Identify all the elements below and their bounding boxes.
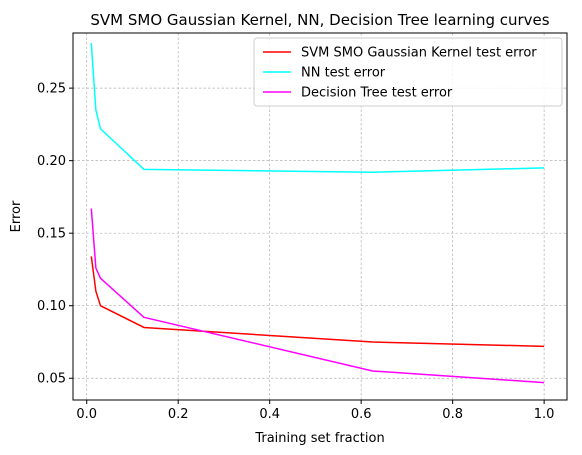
legend-label: Decision Tree test error bbox=[301, 86, 453, 101]
y-axis-label: Error bbox=[9, 200, 24, 232]
chart-title: SVM SMO Gaussian Kernel, NN, Decision Tr… bbox=[90, 11, 549, 29]
x-tick-label: 1.0 bbox=[534, 407, 555, 422]
legend: SVM SMO Gaussian Kernel test error NN tes… bbox=[253, 37, 563, 107]
legend-box bbox=[253, 37, 563, 107]
y-tick-label: 0.10 bbox=[37, 299, 66, 314]
y-tick-label: 0.15 bbox=[37, 227, 66, 242]
series-line-0 bbox=[90, 256, 545, 348]
x-tick-label: 0.4 bbox=[259, 407, 280, 422]
x-axis-label: Training set fraction bbox=[254, 431, 384, 446]
y-tick-label: 0.05 bbox=[37, 372, 66, 387]
y-tick-label: 0.25 bbox=[37, 82, 66, 97]
plot-frame bbox=[72, 32, 568, 401]
series-line-1 bbox=[90, 43, 545, 174]
y-tick-label: 0.20 bbox=[37, 154, 66, 169]
tick-layer: 0.0 0.2 0.4 0.6 0.8 1.0 0.05 0.10 0.15 0.20 0.25 bbox=[37, 82, 554, 422]
x-tick-label: 0.0 bbox=[76, 407, 97, 422]
legend-label: NN test error bbox=[301, 66, 386, 81]
legend-label: SVM SMO Gaussian Kernel test error bbox=[301, 46, 537, 61]
x-tick-label: 0.8 bbox=[442, 407, 463, 422]
series-layer bbox=[90, 43, 545, 384]
x-tick-label: 0.6 bbox=[351, 407, 372, 422]
series-line-2 bbox=[90, 208, 545, 384]
x-tick-label: 0.2 bbox=[168, 407, 189, 422]
